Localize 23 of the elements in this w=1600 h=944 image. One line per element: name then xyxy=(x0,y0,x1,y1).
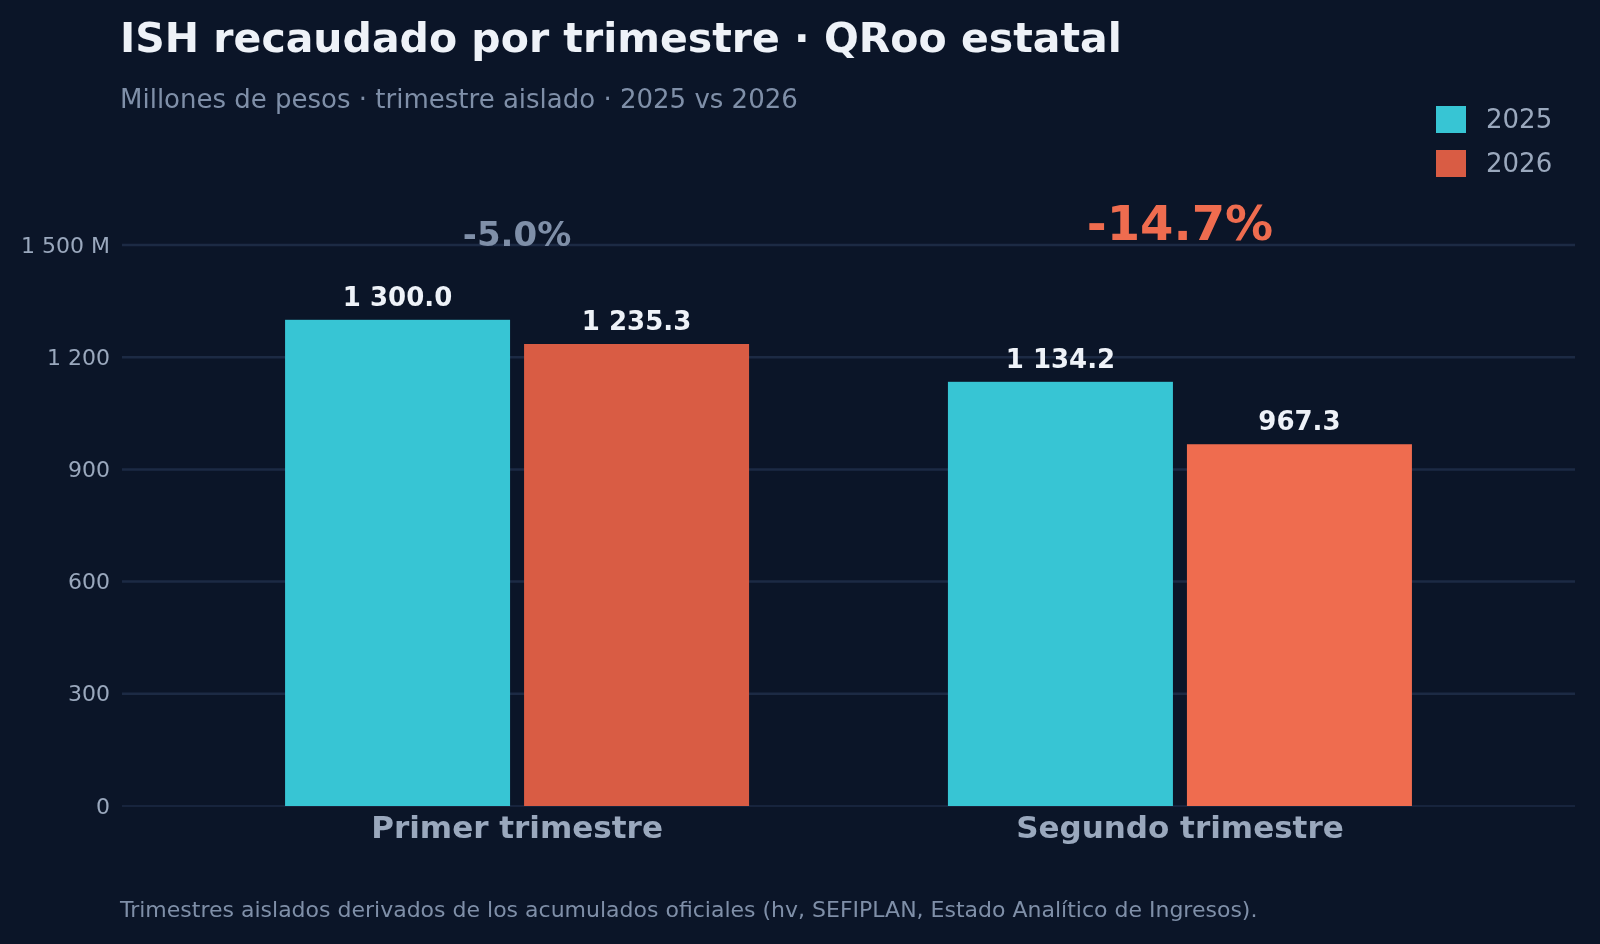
bar xyxy=(1186,444,1412,806)
chart-subtitle: Millones de pesos · trimestre aislado · 2025 vs 2026 xyxy=(120,84,798,114)
annotation: -5.0% xyxy=(462,213,572,254)
y-tick-label: 300 xyxy=(68,681,110,707)
text: 1 134.2 xyxy=(1005,343,1116,374)
legend-label: 2025 xyxy=(1486,104,1553,134)
x-tick-label: Segundo trimestre xyxy=(1016,809,1344,846)
y-tick-label: 1 500 M xyxy=(21,232,110,258)
bar xyxy=(524,344,750,806)
y-tick-label: 600 xyxy=(68,569,110,595)
text: 1 300.0 xyxy=(342,281,453,312)
bar xyxy=(285,319,511,806)
y-tick-label: 1 200 xyxy=(47,344,110,370)
text: 1 235.3 xyxy=(581,306,692,336)
y-tick-label: 0 xyxy=(96,793,110,819)
text: 967.3 xyxy=(1258,406,1341,437)
annotation: -14.7% xyxy=(1086,195,1274,251)
x-tick-label: Primer trimestre xyxy=(371,809,663,846)
chart-title: ISH recaudado por trimestre · QRoo estatal xyxy=(120,14,1122,62)
text: Trimestres aislados derivados de los acumulados oficiales (hv, SEFIPLAN, Estado Analítico de Ingresos). xyxy=(119,897,1258,922)
y-tick-label: 900 xyxy=(68,456,110,482)
legend-label: 2026 xyxy=(1486,148,1553,178)
bar xyxy=(947,381,1173,806)
